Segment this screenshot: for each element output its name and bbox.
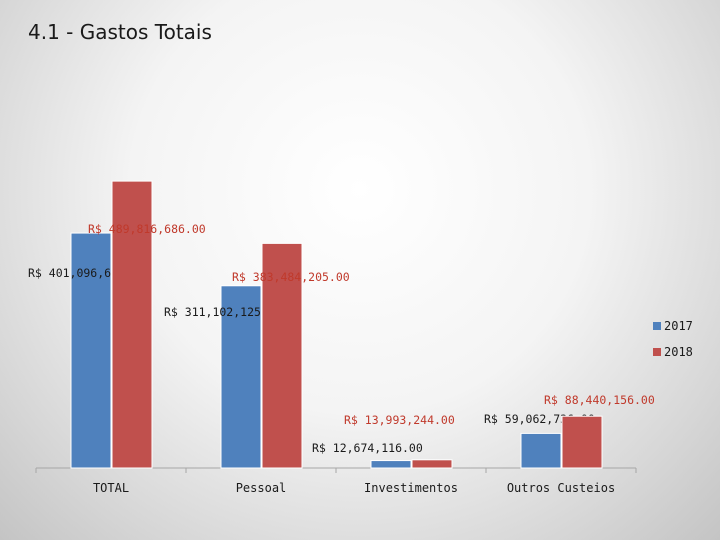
data-label-investimentos-2018: R$ 13,993,244.00 <box>344 413 455 427</box>
bar-investimentos-2017 <box>370 460 412 469</box>
bar-total-2017 <box>70 232 112 469</box>
bar-outros-custeios-2018 <box>561 415 603 469</box>
legend-swatch-2017 <box>653 322 661 330</box>
bar-outros-custeios-2017 <box>520 432 562 469</box>
data-label-total-2018: R$ 489,816,686.00 <box>88 222 206 236</box>
x-tick-label-total: TOTAL <box>93 481 129 495</box>
data-label-outros-custeios-2018: R$ 88,440,156.00 <box>544 393 655 407</box>
page-title: 4.1 - Gastos Totais <box>28 20 212 44</box>
data-label-investimentos-2017: R$ 12,674,116.00 <box>312 441 423 455</box>
bar-investimentos-2018 <box>411 459 453 469</box>
legend-label-2017: 2017 <box>664 319 693 333</box>
bar-pessoal-2018 <box>261 242 303 469</box>
x-tick-label-outros-custeios: Outros Custeios <box>507 481 615 495</box>
data-label-pessoal-2018: R$ 383,484,205.00 <box>232 270 350 284</box>
data-label-pessoal-2017: R$ 311,102,125.00 <box>164 305 282 319</box>
bar-total-2018 <box>111 180 153 469</box>
legend-swatch-2018 <box>653 348 661 356</box>
legend-label-2018: 2018 <box>664 345 693 359</box>
bar-pessoal-2017 <box>220 285 262 469</box>
x-tick-label-pessoal: Pessoal <box>236 481 287 495</box>
x-tick-label-investimentos: Investimentos <box>364 481 458 495</box>
